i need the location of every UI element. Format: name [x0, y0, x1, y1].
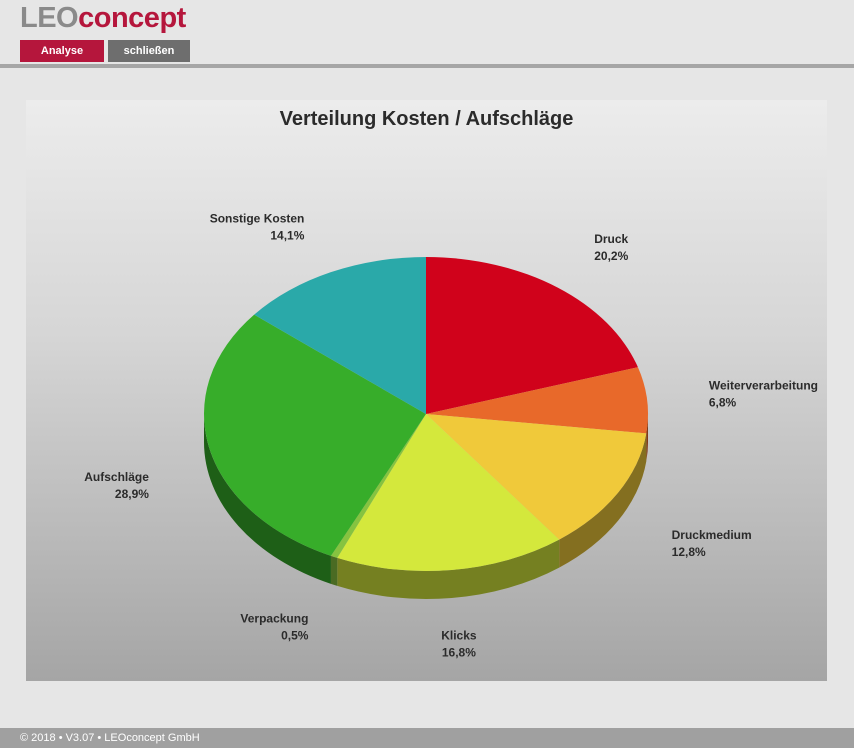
pie-sides	[204, 414, 648, 599]
analyse-button[interactable]: Analyse	[20, 40, 104, 62]
logo-text-leo: LEO	[20, 2, 79, 34]
pie-side-verpackung	[330, 555, 338, 586]
slice-label-aufschl-ge: Aufschläge	[84, 470, 149, 484]
pie-top	[204, 257, 648, 571]
pie-labels: Druck 20,2% Weiterverarbeitung 6,8% Druckmed…	[84, 212, 818, 660]
slice-label-druckmedium: Druckmedium	[672, 528, 752, 542]
pie-side-klicks	[337, 539, 560, 599]
header-divider	[0, 64, 854, 68]
pie-side-druckmedium	[559, 433, 647, 568]
footer: © 2018 • V3.07 • LEOconcept GmbH	[0, 728, 854, 748]
close-button[interactable]: schließen	[108, 40, 190, 62]
pie-slice-aufschl-ge	[204, 314, 426, 556]
footer-text: © 2018 • V3.07 • LEOconcept GmbH	[20, 732, 200, 744]
slice-label-verpackung: Verpackung	[240, 612, 308, 626]
slice-label-sonstige-kosten: Sonstige Kosten	[210, 212, 305, 226]
slice-label-klicks: Klicks	[441, 629, 477, 643]
pie-slice-klicks	[337, 414, 560, 571]
slice-label-weiterverarbeitung: Weiterverarbeitung	[709, 379, 818, 393]
slice-value-verpackung: 0,5%	[281, 629, 309, 643]
pie-slice-verpackung	[330, 414, 426, 558]
slice-value-klicks: 16,8%	[442, 646, 476, 660]
pie-side-aufschl-ge	[204, 414, 331, 584]
slice-value-aufschl-ge: 28,9%	[115, 487, 149, 501]
slice-value-sonstige-kosten: 14,1%	[270, 229, 304, 243]
logo-text-concept: concept	[78, 2, 186, 34]
chart-title: Verteilung Kosten / Aufschläge	[279, 108, 574, 130]
pie-slice-druck	[426, 257, 638, 414]
slice-value-druckmedium: 12,8%	[672, 545, 706, 559]
pie-slice-druckmedium	[426, 414, 647, 540]
leoconcept-logo: LEOconcept	[20, 2, 186, 35]
slice-value-druck: 20,2%	[594, 249, 628, 263]
pie-slice-weiterverarbeitung	[426, 367, 648, 434]
slice-value-weiterverarbeitung: 6,8%	[709, 396, 737, 410]
pie-slice-sonstige-kosten	[254, 257, 426, 414]
pie-side-weiterverarbeitung	[646, 414, 648, 462]
slice-label-druck: Druck	[594, 232, 628, 246]
